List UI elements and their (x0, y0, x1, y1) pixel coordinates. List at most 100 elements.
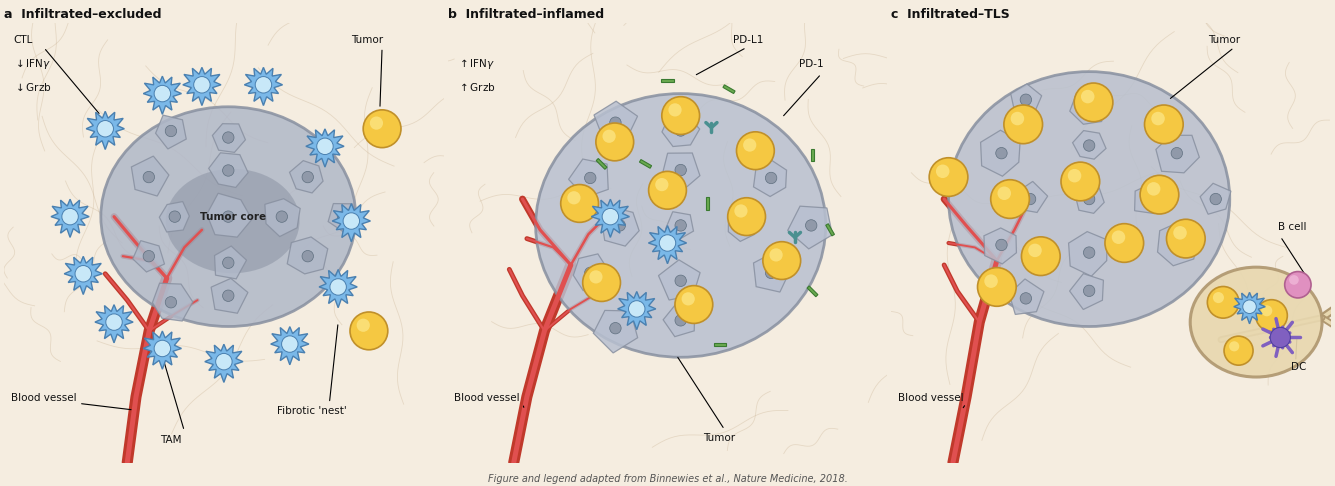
Polygon shape (1234, 293, 1266, 324)
Circle shape (929, 158, 968, 196)
Circle shape (343, 213, 359, 229)
Polygon shape (753, 160, 786, 196)
Circle shape (1173, 226, 1187, 240)
Circle shape (1147, 182, 1160, 196)
Polygon shape (1069, 274, 1104, 310)
Text: CTL: CTL (13, 35, 32, 45)
Polygon shape (156, 115, 187, 149)
Ellipse shape (101, 107, 355, 327)
Polygon shape (658, 260, 700, 300)
Circle shape (1284, 272, 1311, 298)
Polygon shape (212, 124, 246, 153)
Circle shape (614, 220, 626, 231)
Circle shape (1004, 105, 1043, 144)
Circle shape (662, 97, 700, 135)
Circle shape (1144, 105, 1183, 144)
Polygon shape (724, 85, 736, 93)
Circle shape (1243, 300, 1256, 313)
Circle shape (316, 138, 334, 155)
Circle shape (1262, 305, 1272, 316)
Circle shape (223, 132, 234, 143)
Text: Tumor core: Tumor core (200, 211, 266, 222)
Ellipse shape (948, 71, 1230, 327)
Polygon shape (753, 252, 790, 292)
Text: Blood vessel: Blood vessel (898, 393, 964, 403)
Circle shape (363, 110, 400, 148)
Circle shape (769, 248, 782, 261)
Ellipse shape (1191, 267, 1322, 377)
Polygon shape (332, 204, 370, 242)
Circle shape (936, 165, 949, 178)
Polygon shape (159, 202, 190, 232)
Circle shape (744, 139, 757, 152)
Polygon shape (1200, 183, 1231, 214)
Polygon shape (649, 226, 686, 264)
Polygon shape (1017, 181, 1048, 212)
Text: b  Infiltrated–inflamed: b Infiltrated–inflamed (447, 8, 603, 21)
Circle shape (996, 239, 1007, 251)
Circle shape (585, 267, 595, 278)
Circle shape (1167, 219, 1206, 258)
Circle shape (610, 117, 621, 128)
Circle shape (223, 257, 234, 268)
Circle shape (1075, 83, 1113, 122)
Polygon shape (143, 76, 182, 114)
Circle shape (1084, 193, 1095, 205)
Polygon shape (666, 212, 693, 239)
Circle shape (166, 125, 176, 137)
Polygon shape (306, 129, 344, 167)
Polygon shape (661, 79, 674, 82)
Circle shape (1140, 175, 1179, 214)
Polygon shape (984, 228, 1016, 264)
Circle shape (676, 275, 686, 287)
Circle shape (1143, 193, 1153, 205)
Polygon shape (639, 159, 651, 168)
Circle shape (1224, 336, 1254, 365)
Polygon shape (1072, 131, 1105, 159)
Polygon shape (981, 130, 1020, 176)
Polygon shape (663, 304, 694, 337)
Polygon shape (64, 256, 103, 295)
Circle shape (105, 314, 123, 330)
Text: Tumor: Tumor (1208, 35, 1240, 45)
Polygon shape (569, 159, 609, 197)
Polygon shape (287, 237, 328, 274)
Text: Tumor: Tumor (702, 433, 734, 443)
Circle shape (1112, 230, 1125, 244)
Polygon shape (183, 68, 222, 105)
Circle shape (1210, 193, 1222, 205)
Circle shape (1081, 90, 1095, 104)
Polygon shape (591, 199, 630, 237)
Polygon shape (729, 210, 754, 242)
Circle shape (585, 172, 595, 184)
Polygon shape (271, 327, 308, 365)
Circle shape (1207, 287, 1239, 318)
Circle shape (330, 278, 346, 295)
Circle shape (561, 185, 598, 223)
Polygon shape (131, 156, 170, 196)
Polygon shape (1156, 135, 1199, 173)
Polygon shape (1076, 183, 1104, 213)
Circle shape (170, 211, 180, 223)
Circle shape (1256, 300, 1287, 331)
Circle shape (765, 267, 777, 278)
Circle shape (991, 180, 1029, 218)
Circle shape (765, 172, 777, 184)
Circle shape (997, 187, 1011, 200)
Circle shape (567, 191, 581, 205)
Text: $\uparrow$Grzb: $\uparrow$Grzb (457, 81, 495, 93)
Circle shape (143, 250, 155, 262)
Circle shape (223, 165, 234, 176)
Circle shape (143, 172, 155, 183)
Text: B cell: B cell (1278, 222, 1307, 232)
Polygon shape (207, 193, 252, 237)
Circle shape (728, 198, 765, 236)
Polygon shape (618, 292, 655, 330)
Polygon shape (662, 153, 700, 191)
Circle shape (356, 319, 370, 332)
Circle shape (223, 290, 234, 301)
Circle shape (595, 123, 634, 161)
Polygon shape (204, 344, 243, 382)
Circle shape (302, 250, 314, 262)
Circle shape (734, 204, 748, 218)
